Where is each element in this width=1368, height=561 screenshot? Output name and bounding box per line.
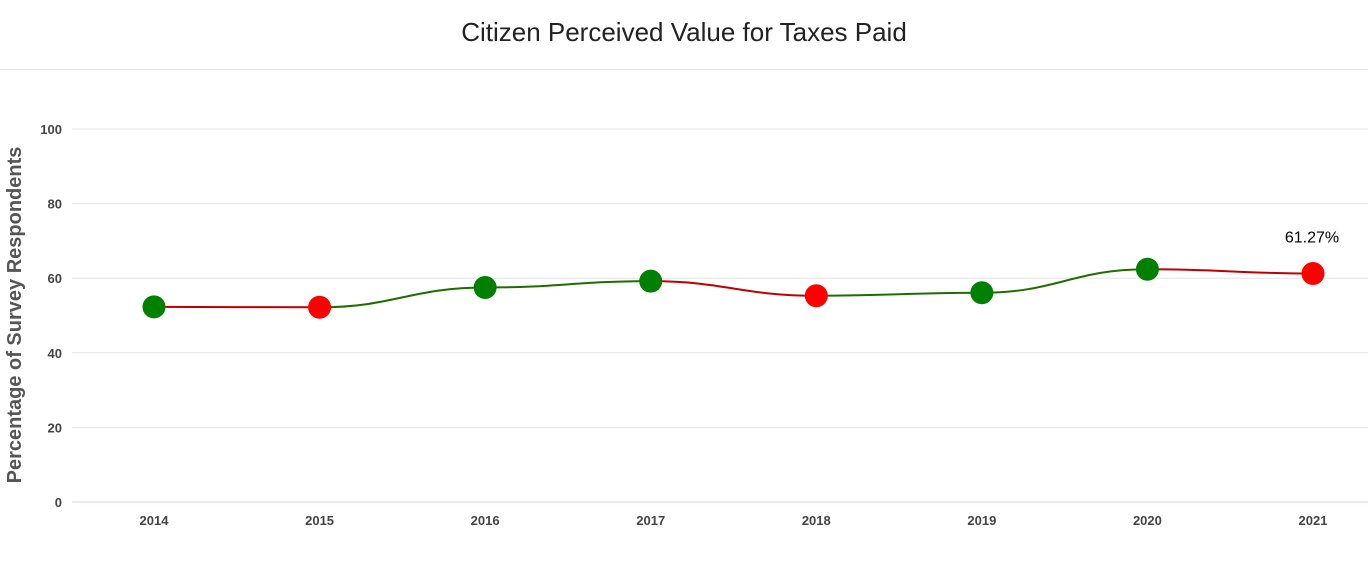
y-axis-title: Percentage of Survey Respondents: [4, 147, 26, 484]
data-point: [1135, 257, 1159, 281]
series-line: [153, 268, 1314, 309]
data-labels: 61.27%: [1285, 229, 1339, 246]
x-tick-label: 2015: [305, 513, 334, 528]
data-label: 61.27%: [1285, 229, 1339, 246]
y-tick-label: 60: [48, 271, 62, 286]
data-point: [473, 276, 497, 300]
data-points: [142, 257, 1325, 319]
y-tick-label: 20: [48, 420, 62, 435]
y-tick-label: 40: [48, 346, 62, 361]
y-axis-ticks: 0 20 40 60 80 100: [40, 122, 62, 510]
x-tick-label: 2021: [1299, 513, 1328, 528]
y-tick-label: 80: [48, 197, 62, 212]
x-tick-label: 2017: [636, 513, 665, 528]
line-segment: [1147, 268, 1314, 275]
line-segment: [816, 291, 982, 297]
grid-lines: [72, 128, 1368, 503]
x-tick-label: 2020: [1133, 513, 1162, 528]
chart-header: Citizen Perceived Value for Taxes Paid: [0, 0, 1368, 70]
line-segment: [485, 280, 651, 289]
data-point: [804, 284, 828, 308]
x-axis-ticks: 2014 2015 2016 2017 2018 2019 2020 2021: [140, 513, 1328, 528]
line-segment: [981, 268, 1148, 294]
data-point: [639, 269, 663, 293]
data-point: [308, 295, 332, 319]
chart-title: Citizen Perceived Value for Taxes Paid: [461, 17, 907, 47]
x-tick-label: 2019: [967, 513, 996, 528]
data-point: [142, 295, 166, 319]
data-point: [970, 281, 994, 305]
x-tick-label: 2014: [140, 513, 170, 528]
line-segment: [650, 280, 817, 297]
x-tick-label: 2016: [471, 513, 500, 528]
x-tick-label: 2018: [802, 513, 831, 528]
y-tick-label: 100: [40, 122, 62, 137]
data-point: [1301, 261, 1325, 285]
y-tick-label: 0: [55, 495, 62, 510]
line-segment: [319, 286, 486, 309]
